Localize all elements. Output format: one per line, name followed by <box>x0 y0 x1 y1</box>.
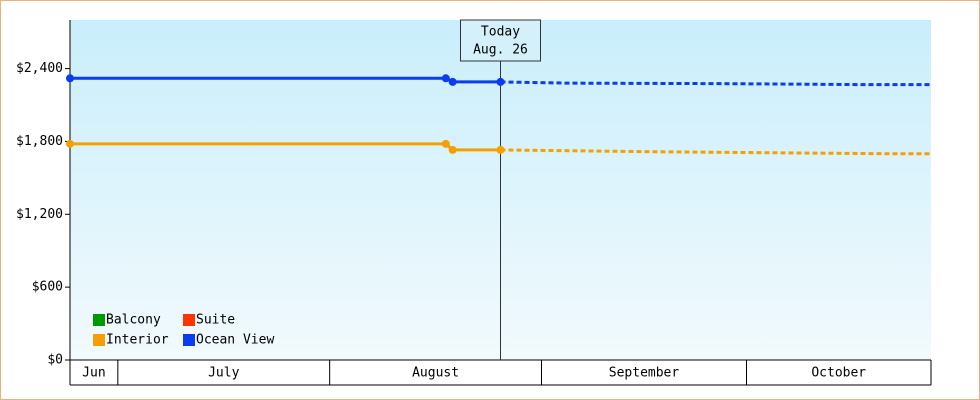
forecast-line <box>500 80 931 87</box>
legend-swatch <box>183 314 195 326</box>
y-tick-label: $0 <box>47 353 63 368</box>
point <box>448 77 457 86</box>
x-band-label: August <box>412 366 459 381</box>
point <box>441 74 450 83</box>
point <box>448 145 457 154</box>
x-band-label: Jun <box>82 366 105 381</box>
legend-swatch <box>93 334 105 346</box>
legend-label: Suite <box>196 313 235 328</box>
legend-label: Balcony <box>106 313 161 328</box>
x-band-label: September <box>609 366 680 381</box>
y-tick-label: $1,200 <box>16 207 63 222</box>
today-title: Today <box>481 25 520 40</box>
point <box>441 139 450 148</box>
y-tick-label: $600 <box>32 280 63 295</box>
today-label: Aug. 26 <box>473 43 528 58</box>
point <box>66 139 74 148</box>
point <box>496 77 505 86</box>
x-band-label: July <box>208 366 239 381</box>
x-band-label: October <box>811 366 866 381</box>
y-tick-label: $2,400 <box>16 61 63 76</box>
legend-label: Interior <box>106 333 169 348</box>
y-tick-label: $1,800 <box>16 134 63 149</box>
legend-swatch <box>93 314 105 326</box>
today-box <box>460 19 541 62</box>
point <box>66 74 74 83</box>
series-line <box>70 142 501 152</box>
legend-label: Ocean View <box>196 333 274 348</box>
legend-swatch <box>183 334 195 346</box>
point <box>496 145 505 154</box>
forecast-line <box>500 148 931 156</box>
